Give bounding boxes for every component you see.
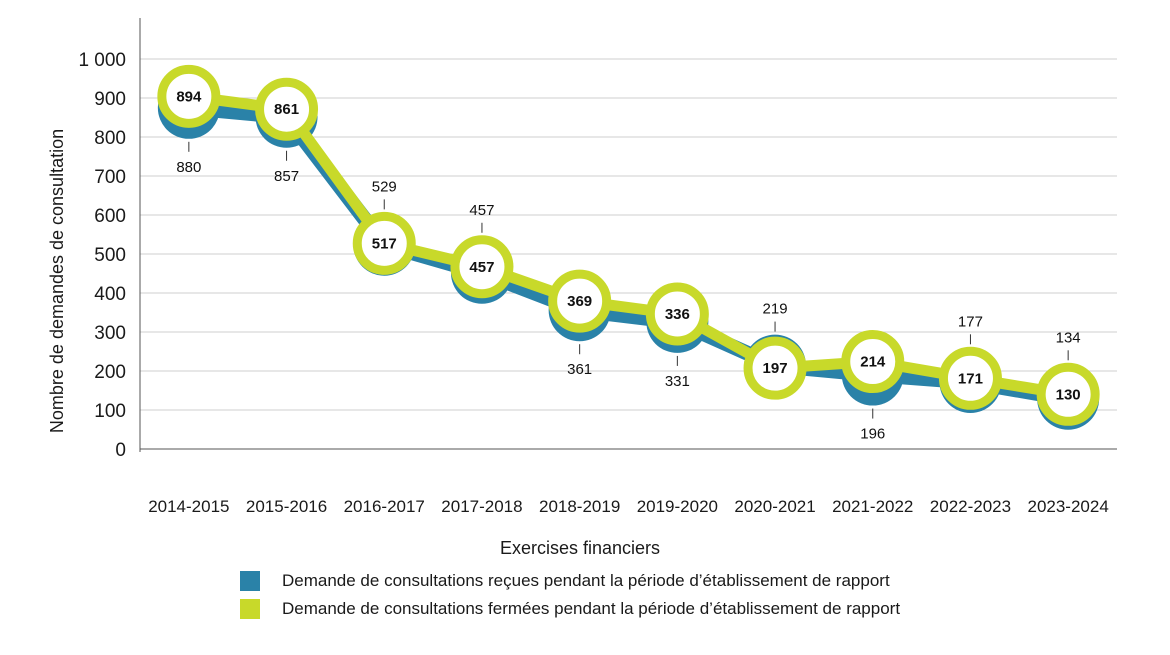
legend-swatch-received bbox=[240, 571, 260, 591]
series-closed-line bbox=[183, 90, 1074, 400]
closed-point bbox=[352, 211, 416, 275]
closed-data-label: 171 bbox=[958, 370, 983, 387]
data-labels: 894 861 517 457 369 336 197 214 171 130 880 857 529 4… bbox=[176, 88, 1080, 442]
closed-point bbox=[450, 235, 514, 299]
received-data-label: 529 bbox=[372, 178, 397, 195]
y-axis-title: Nombre de demandes de consultation bbox=[47, 129, 67, 433]
gridlines bbox=[140, 58, 1117, 450]
received-data-label: 196 bbox=[860, 426, 885, 443]
y-tick-label: 1 000 bbox=[78, 50, 126, 71]
x-tick-label: 2023-2024 bbox=[1027, 497, 1108, 516]
closed-data-label: 214 bbox=[860, 354, 886, 371]
closed-point bbox=[938, 346, 1002, 410]
received-data-label: 857 bbox=[274, 168, 299, 185]
legend: Demande de consultations reçues pendant … bbox=[240, 569, 900, 625]
received-data-label: 134 bbox=[1056, 329, 1081, 346]
y-tick-label: 900 bbox=[94, 89, 126, 110]
closed-data-label: 861 bbox=[274, 101, 299, 118]
y-tick-label: 0 bbox=[115, 440, 126, 461]
received-data-label: 361 bbox=[567, 361, 592, 378]
x-tick-label: 2019-2020 bbox=[637, 497, 718, 516]
closed-point bbox=[1036, 362, 1100, 426]
closed-data-label: 369 bbox=[567, 293, 592, 310]
x-tick-label: 2017-2018 bbox=[441, 497, 522, 516]
y-tick-label: 800 bbox=[94, 128, 126, 149]
y-tick-label: 100 bbox=[94, 401, 126, 422]
received-data-label: 880 bbox=[176, 159, 201, 176]
closed-series-line bbox=[183, 90, 1074, 400]
x-tick-label: 2014-2015 bbox=[148, 497, 229, 516]
closed-data-label: 517 bbox=[372, 235, 397, 252]
received-data-label: 219 bbox=[763, 301, 788, 318]
chart: 0 100 200 300 400 500 600 700 800 900 1 000 Nombre… bbox=[47, 18, 1117, 558]
series-closed-markers bbox=[157, 64, 1100, 426]
y-axis-ticks: 0 100 200 300 400 500 600 700 800 900 1 000 bbox=[78, 50, 126, 461]
closed-point bbox=[255, 77, 319, 141]
legend-label-received: Demande de consultations reçues pendant … bbox=[282, 571, 890, 590]
received-data-label: 457 bbox=[469, 202, 494, 219]
x-axis-categories: 2014-2015 2015-2016 2016-2017 2017-2018 2018… bbox=[148, 497, 1109, 516]
x-tick-label: 2020-2021 bbox=[734, 497, 815, 516]
x-axis-title: Exercises financiers bbox=[500, 538, 660, 558]
closed-point bbox=[157, 64, 221, 128]
x-tick-label: 2016-2017 bbox=[344, 497, 425, 516]
closed-point bbox=[548, 269, 612, 333]
closed-data-label: 336 bbox=[665, 306, 690, 323]
closed-point bbox=[841, 330, 905, 394]
y-tick-label: 600 bbox=[94, 206, 126, 227]
y-tick-label: 500 bbox=[94, 245, 126, 266]
closed-data-label: 130 bbox=[1056, 386, 1081, 403]
closed-data-label: 894 bbox=[176, 88, 202, 105]
y-tick-label: 300 bbox=[94, 323, 126, 344]
closed-point bbox=[743, 336, 807, 400]
legend-item-received: Demande de consultations reçues pendant … bbox=[240, 569, 900, 593]
x-tick-label: 2021-2022 bbox=[832, 497, 913, 516]
x-tick-label: 2018-2019 bbox=[539, 497, 620, 516]
legend-item-closed: Demande de consultations fermées pendant… bbox=[240, 597, 900, 621]
x-tick-label: 2015-2016 bbox=[246, 497, 327, 516]
closed-data-label: 457 bbox=[469, 259, 494, 276]
closed-point bbox=[645, 282, 709, 346]
legend-swatch-closed bbox=[240, 599, 260, 619]
y-tick-label: 200 bbox=[94, 362, 126, 383]
y-tick-label: 700 bbox=[94, 167, 126, 188]
closed-data-label: 197 bbox=[763, 360, 788, 377]
x-tick-label: 2022-2023 bbox=[930, 497, 1011, 516]
y-tick-label: 400 bbox=[94, 284, 126, 305]
legend-label-closed: Demande de consultations fermées pendant… bbox=[282, 599, 901, 618]
received-data-label: 331 bbox=[665, 373, 690, 390]
received-data-label: 177 bbox=[958, 313, 983, 330]
